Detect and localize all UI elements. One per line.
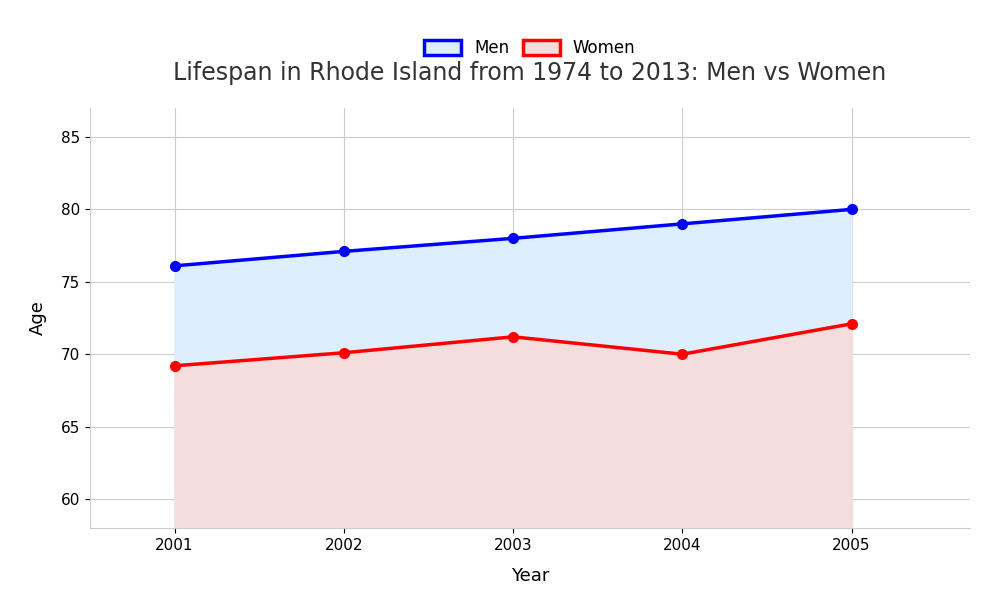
Y-axis label: Age: Age [29,301,47,335]
X-axis label: Year: Year [511,566,549,584]
Title: Lifespan in Rhode Island from 1974 to 2013: Men vs Women: Lifespan in Rhode Island from 1974 to 20… [173,61,887,85]
Legend: Men, Women: Men, Women [418,32,642,64]
